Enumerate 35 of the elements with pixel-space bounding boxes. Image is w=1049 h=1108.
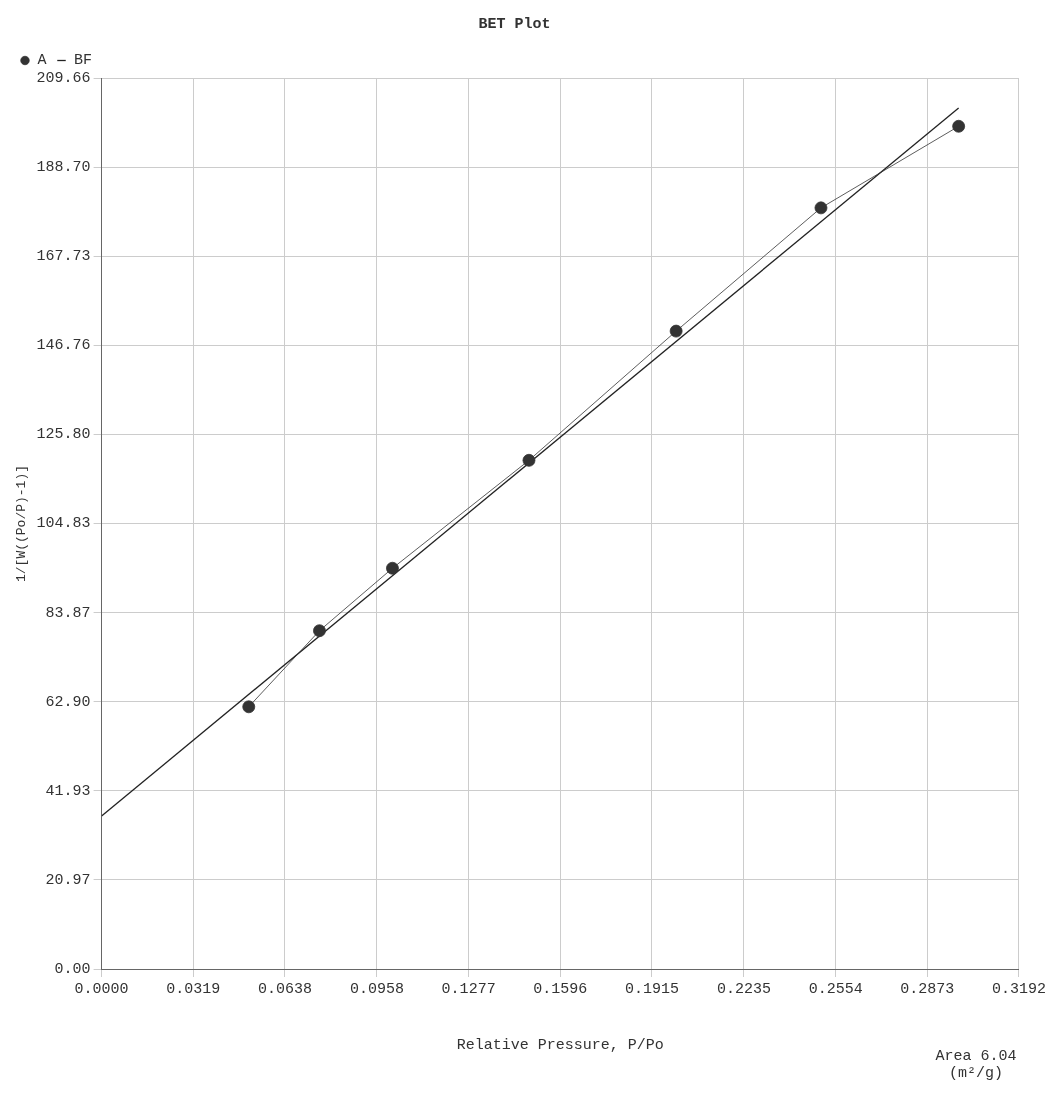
x-tick-label: 0.1596 [533,980,588,998]
point [522,453,536,467]
point [386,561,399,575]
legend-label: BF [74,52,93,70]
x-tick-label: 0.2873 [900,980,955,998]
y-axis-title: 1/[W((Po/P)-1)] [14,464,30,583]
point [313,624,326,638]
y-tick-label: 62.90 [45,693,91,711]
y-tick-label: 20.97 [45,871,91,889]
x-tick-label: 0.2554 [808,980,863,998]
x-tick-label: 0.0319 [166,980,221,998]
point [242,700,256,714]
chart-title: BET Plot [478,15,551,33]
y-tick-label: 0.00 [54,960,91,978]
y-tick-label: 167.73 [36,248,91,266]
y-tick-label: 146.76 [36,337,91,355]
x-axis-title: Relative Pressure, P/Po [456,1036,664,1054]
x-tick-label: 0.3192 [991,980,1046,998]
x-tick-label: 0.0000 [74,980,129,998]
point [669,324,683,338]
point [952,119,966,133]
x-tick-label: 0.1915 [624,980,679,998]
y-tick-label: 209.66 [36,69,91,87]
point [814,201,828,215]
y-tick-label: 83.87 [45,604,91,622]
text: Area 6.04 (m²/g) [934,1048,1018,1082]
x-tick-label: 0.2235 [716,980,771,998]
x-tick-label: 0.0638 [257,980,312,998]
y-tick-label: 188.70 [36,159,91,177]
legend-label: A [37,52,47,70]
x-tick-label: 0.1277 [441,980,496,998]
y-tick-label: 104.83 [36,515,91,533]
x-tick-label: 0.0958 [349,980,404,998]
y-tick-label: 41.93 [45,782,91,800]
y-tick-label: 125.80 [36,426,91,444]
